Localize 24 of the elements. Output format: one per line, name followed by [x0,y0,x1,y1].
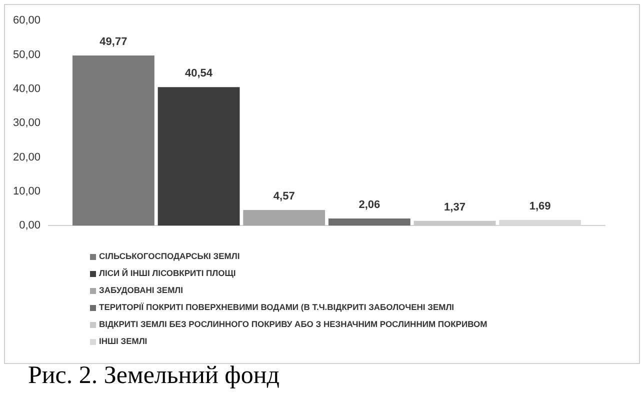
data-label: 49,77 [100,36,128,48]
text: Рис. 2. Земельний фонд [28,362,280,390]
data-label: 1,69 [529,200,551,212]
legend-label: ЛІСИ Й ІНШІ ЛІСОВКРИТІ ПЛОЩІ [98,267,237,280]
y-tick-label: 50,00 [12,48,41,61]
data-label: 4,57 [273,190,295,203]
y-tick-label: 10,00 [12,185,41,198]
bar [72,56,154,226]
bar [158,87,240,226]
y-tick-label: 20,00 [12,151,41,164]
y-tick-label: 60,00 [12,14,41,27]
data-label: 2,06 [358,199,380,212]
y-tick-label: 0,00 [19,220,41,232]
y-tick-label: 40,00 [12,82,41,95]
legend-label: ТЕРИТОРІЇ ПОКРИТІ ПОВЕРХНЕВИМИ ВОДАМИ (В Т.Ч.ВІДКРИТІ ЗАБОЛОЧЕНІ ЗЕМЛІ [98,301,456,314]
y-tick-label: 30,00 [12,117,41,130]
bar [328,218,410,226]
bar [243,210,326,226]
legend-label: ІНШІ ЗЕМЛІ [98,335,148,348]
data-label: 40,54 [185,68,214,80]
data-label: 1,37 [444,201,466,214]
legend-label: ЗАБУДОВАНІ ЗЕМЛІ [98,284,184,297]
legend-label: ВІДКРИТІ ЗЕМЛІ БЕЗ РОСЛИННОГО ПОКРИВУ АБО З НЕЗНАЧНИМ РОСЛИННИМ ПОКРИВОМ [98,318,488,331]
legend-label: СІЛЬСЬКОГОСПОДАРСЬКІ ЗЕМЛІ [98,250,241,263]
